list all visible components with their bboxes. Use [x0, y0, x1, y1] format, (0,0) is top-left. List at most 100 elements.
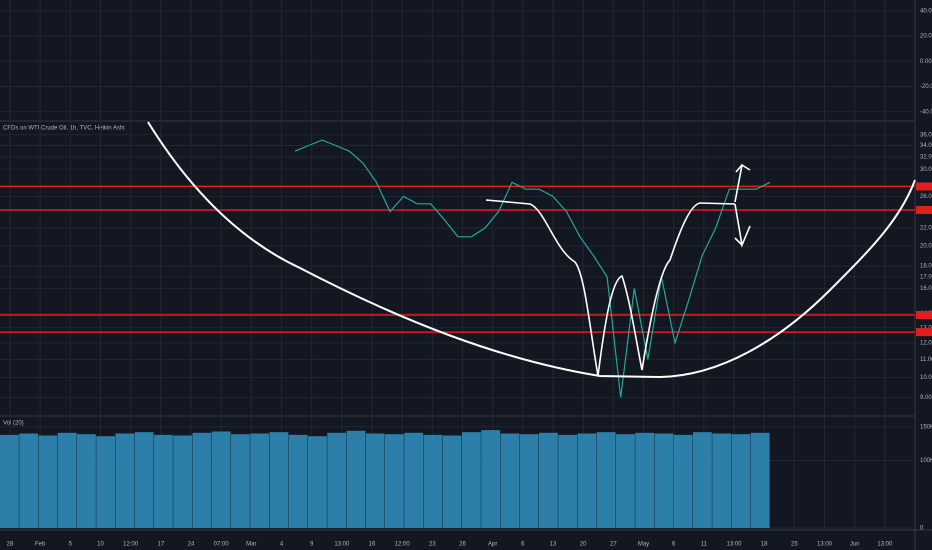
x-tick-label: 26	[459, 542, 466, 548]
y-tick-label: 9.00	[920, 395, 932, 401]
x-tick-label: Mar	[246, 542, 256, 548]
y-tick-label: 10.00	[920, 375, 932, 381]
x-tick-label: 9	[310, 542, 314, 548]
y-tick-label: 32.00	[920, 155, 932, 161]
y-tick-label: 0.00	[920, 59, 932, 65]
x-tick-label: 5	[69, 542, 73, 548]
volume-bar	[327, 432, 347, 528]
x-tick-label: Jun	[850, 542, 860, 548]
y-tick-label: 17.00	[920, 274, 932, 280]
x-tick-label: 18	[761, 542, 768, 548]
volume-bar	[77, 434, 96, 528]
y-tick-label: 0	[920, 526, 924, 532]
x-tick-label: 13:00	[877, 542, 893, 548]
x-tick-label: 10	[97, 542, 104, 548]
pattern-drawing	[485, 199, 736, 377]
x-tick-label: 13:00	[334, 542, 350, 548]
volume-bar	[500, 433, 520, 528]
x-tick-label: 11	[701, 542, 708, 548]
x-tick-label: 25	[791, 542, 798, 548]
volume-bar	[269, 432, 289, 528]
volume-bar	[96, 436, 116, 528]
volume-bar	[134, 432, 154, 528]
volume-bar	[192, 432, 212, 528]
volume-bar	[558, 434, 578, 528]
level-tag	[916, 182, 932, 191]
volume-bar	[211, 431, 231, 528]
volume-bar	[231, 434, 250, 528]
volume-bar	[519, 434, 539, 528]
y-tick-label: 20.00	[920, 34, 932, 40]
volume-title: Vol (20)	[3, 421, 24, 427]
x-tick-label: 27	[610, 542, 617, 548]
y-tick-label: 26.00	[920, 194, 932, 200]
volume-bar	[288, 434, 308, 528]
volume-bar	[154, 434, 173, 528]
y-tick-label: 150K	[920, 424, 932, 430]
y-tick-label: 12.00	[920, 340, 932, 346]
volume-bar	[481, 430, 501, 528]
y-tick-label: 30.00	[920, 167, 932, 173]
x-tick-label: 12:00	[395, 542, 411, 548]
projection-arrows	[734, 163, 751, 248]
price-line	[294, 139, 771, 398]
volume-bar	[577, 433, 597, 528]
volume-bar	[693, 432, 712, 528]
x-tick-label: Feb	[35, 542, 46, 548]
level-tag	[916, 205, 932, 214]
x-tick-label: 16	[369, 542, 376, 548]
volume-bar	[0, 434, 19, 528]
volume-bar	[635, 432, 655, 528]
y-tick-label: 22.00	[920, 226, 932, 232]
volume-bar	[250, 433, 270, 528]
volume-bar	[57, 432, 77, 528]
y-tick-label: -20.00	[920, 84, 932, 90]
volume-bar	[38, 435, 58, 528]
y-tick-label: 18.00	[920, 264, 932, 270]
x-tick-label: 24	[188, 542, 195, 548]
y-tick-label: -40.00	[920, 109, 932, 115]
x-tick-label: 07:00	[214, 542, 230, 548]
volume-bar	[404, 432, 424, 528]
x-tick-label: 12:00	[123, 542, 139, 548]
symbol-title: CFDs on WTI Crude Oil, 1h, TVC, Heikin A…	[3, 126, 125, 132]
x-tick-label: 13	[550, 542, 557, 548]
x-tick-label: 20	[580, 542, 587, 548]
volume-bar	[539, 432, 558, 528]
x-tick-label: 6	[672, 542, 676, 548]
y-tick-label: 16.00	[920, 286, 932, 292]
volume-bar	[19, 433, 39, 528]
volume-bar	[173, 435, 193, 528]
volume-bar	[596, 432, 616, 528]
y-tick-label: 40.00	[920, 8, 932, 14]
x-tick-label: 17	[157, 542, 164, 548]
x-tick-label: 23	[429, 542, 436, 548]
x-tick-label: Apr	[488, 542, 497, 548]
volume-bar	[385, 434, 404, 528]
y-tick-label: 20.00	[920, 244, 932, 250]
volume-bar	[423, 434, 443, 528]
volume-bar	[346, 430, 366, 528]
level-tag	[916, 328, 932, 337]
volume-bar	[365, 433, 385, 528]
y-tick-label: 34.00	[920, 143, 932, 149]
volume-bar	[308, 436, 327, 528]
y-tick-label: 100K	[920, 458, 932, 464]
volume-bar	[462, 432, 481, 528]
cup-drawing	[147, 121, 916, 379]
level-tag	[916, 311, 932, 320]
x-tick-label: May	[638, 542, 649, 548]
x-tick-label: 6	[521, 542, 525, 548]
volume-bar	[616, 434, 635, 528]
x-tick-label: 13:00	[726, 542, 742, 548]
x-tick-label: 4	[280, 542, 284, 548]
volume-bar	[442, 435, 462, 528]
volume-bar	[750, 432, 770, 528]
volume-bar	[673, 434, 693, 528]
x-tick-label: 28	[7, 542, 14, 548]
y-tick-label: 11.00	[920, 357, 932, 363]
volume-bar	[731, 434, 751, 528]
volume-bar	[712, 433, 732, 528]
volume-bar	[654, 433, 674, 528]
